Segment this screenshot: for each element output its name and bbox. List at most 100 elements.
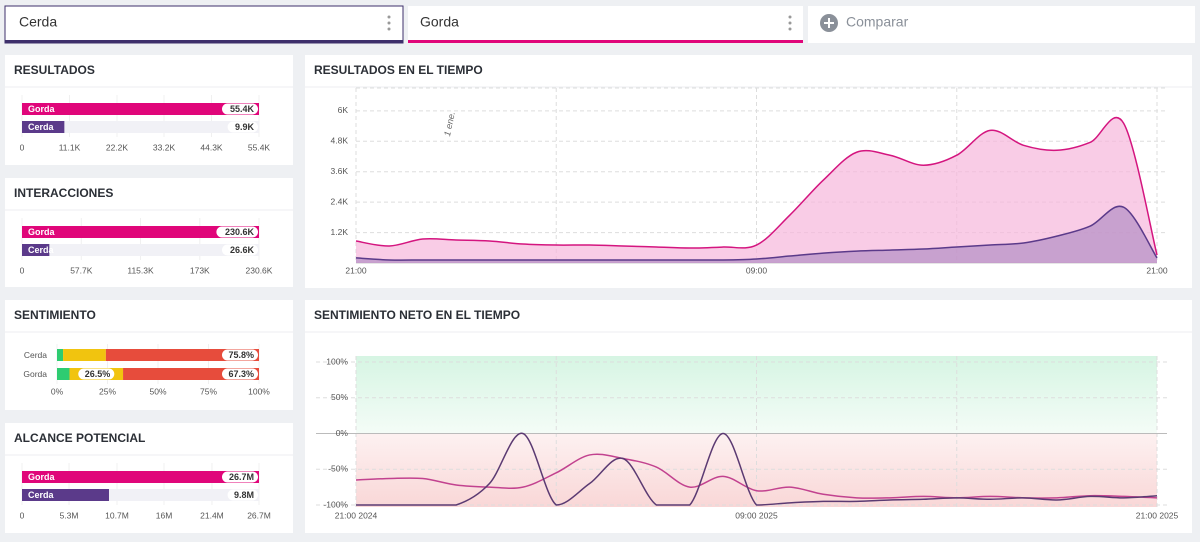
- category-label: Gorda: [23, 369, 47, 379]
- x-tick-label: 0: [20, 265, 25, 275]
- x-tick-label: 22.2K: [106, 142, 129, 152]
- panel-title: SENTIMIENTO: [14, 308, 96, 322]
- x-tick-label: 50%: [149, 386, 166, 396]
- value-label: 26.7M: [229, 472, 254, 482]
- bar-segment: [57, 368, 70, 380]
- value-label-bg: [227, 489, 258, 501]
- bar: [22, 103, 259, 115]
- bar-category-label: Cerda: [28, 490, 55, 500]
- menu-icon[interactable]: [387, 15, 391, 31]
- value-label-bg: [222, 349, 258, 361]
- x-tick-label: 173K: [190, 265, 210, 275]
- x-tick-label: 230.6K: [246, 265, 273, 275]
- x-tick-label: 75%: [200, 386, 217, 396]
- value-label-bg: [216, 226, 258, 238]
- panel-separators: [5, 86, 1192, 456]
- value-label-bg: [227, 121, 258, 133]
- x-tick-label: 26.7M: [247, 510, 271, 520]
- area: [356, 206, 1157, 263]
- x-tick-label: 0: [20, 142, 25, 152]
- bar: [22, 226, 259, 238]
- x-tick-label: 57.7K: [70, 265, 93, 275]
- bar-segment: [105, 349, 259, 361]
- y-tick-label: 50%: [331, 392, 348, 402]
- y-tick-label: 100%: [326, 356, 348, 366]
- tab-label: Gorda: [420, 14, 459, 30]
- panel-title: ALCANCE POTENCIAL: [14, 431, 145, 445]
- tab-label: Cerda: [19, 14, 57, 30]
- y-tick-label: 1.2K: [331, 227, 349, 237]
- value-label: 9.8M: [234, 490, 254, 500]
- bar-category-label: Cerda: [28, 122, 55, 132]
- value-label-bg: [222, 368, 258, 380]
- value-label: 26.5%: [85, 369, 111, 379]
- panel-title: RESULTADOS: [14, 63, 95, 77]
- x-tick-label: 25%: [99, 386, 116, 396]
- value-label-bg: [78, 368, 115, 380]
- x-tick-label: 55.4K: [248, 142, 271, 152]
- y-tick-label: 3.6K: [331, 166, 349, 176]
- panel-title: INTERACCIONES: [14, 186, 113, 200]
- value-label: 67.3%: [228, 369, 254, 379]
- compare-button[interactable]: Comparar: [808, 6, 1195, 43]
- x-tick-label: 100%: [248, 386, 270, 396]
- x-tick-label: 33.2K: [153, 142, 176, 152]
- value-label: 26.6K: [230, 245, 255, 255]
- tab[interactable]: Gorda: [408, 6, 803, 43]
- plus-sign: [824, 18, 834, 28]
- line: [356, 432, 1158, 506]
- bar-track: [22, 121, 259, 133]
- bar-segment: [63, 349, 106, 361]
- panel-title: SENTIMIENTO NETO EN EL TIEMPO: [314, 308, 520, 322]
- x-tick-label: 44.3K: [200, 142, 223, 152]
- bar: [22, 244, 50, 256]
- bar-track: [22, 244, 259, 256]
- value-label-bg: [222, 471, 258, 483]
- tab-underline: [5, 40, 403, 43]
- y-tick-label: 4.8K: [331, 136, 349, 146]
- tab-underline: [408, 40, 803, 43]
- x-tick-label: 09:00: [746, 265, 768, 275]
- x-tick-label: 5.3M: [60, 510, 79, 520]
- value-label: 230.6K: [225, 227, 255, 237]
- x-tick-label: 0: [20, 510, 25, 520]
- line: [355, 205, 1158, 261]
- value-label-bg: [222, 244, 258, 256]
- area: [356, 117, 1157, 263]
- bar-category-label: Gorda: [28, 472, 55, 482]
- y-tick-label: 6K: [338, 105, 349, 115]
- y-tick-label: 0%: [336, 428, 349, 438]
- value-label: 9.9K: [235, 122, 255, 132]
- compare-label: Comparar: [846, 14, 909, 30]
- bar: [22, 121, 65, 133]
- compare-box[interactable]: [808, 6, 1195, 43]
- x-tick-label: 21:00: [345, 265, 367, 275]
- tab-box[interactable]: [4, 5, 404, 44]
- x-tick-label: 21:00 2024: [335, 510, 378, 520]
- bar-category-label: Gorda: [28, 104, 55, 114]
- y-tick-label: 2.4K: [331, 196, 349, 206]
- bar-category-label: Gorda: [28, 227, 55, 237]
- x-tick-label: 21:00: [1146, 265, 1168, 275]
- line: [355, 116, 1158, 256]
- panel-title: RESULTADOS EN EL TIEMPO: [314, 63, 483, 77]
- bar-category-label: Cerda: [28, 245, 55, 255]
- category-label: Cerda: [24, 350, 47, 360]
- x-tick-label: 10.7M: [105, 510, 129, 520]
- x-tick-label: 16M: [156, 510, 173, 520]
- menu-icon[interactable]: [788, 15, 792, 31]
- y-tick-label: -50%: [328, 464, 348, 474]
- tab[interactable]: Cerda: [4, 5, 404, 44]
- x-tick-label: 11.1K: [59, 142, 81, 152]
- x-tick-label: 0%: [51, 386, 64, 396]
- tab-box[interactable]: [408, 6, 803, 43]
- x-tick-label: 09:00 2025: [735, 510, 778, 520]
- bar: [22, 489, 109, 501]
- value-label: 55.4K: [230, 104, 255, 114]
- x-tick-label: 21.4M: [200, 510, 224, 520]
- value-label-bg: [222, 103, 258, 115]
- x-tick-label: 21:00 2025: [1136, 510, 1179, 520]
- value-label: 75.8%: [228, 350, 254, 360]
- y-tick-label: -100%: [323, 499, 348, 509]
